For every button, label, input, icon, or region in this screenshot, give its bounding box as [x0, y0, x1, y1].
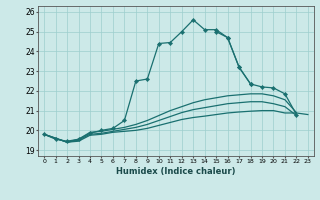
X-axis label: Humidex (Indice chaleur): Humidex (Indice chaleur)	[116, 167, 236, 176]
